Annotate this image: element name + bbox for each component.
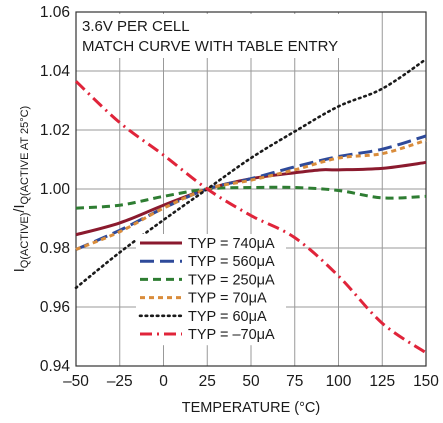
y-tick-label: 0.96 <box>40 299 70 316</box>
y-axis-title-separator: /I <box>12 205 28 213</box>
x-axis-title: TEMPERATURE (°C) <box>182 400 320 416</box>
y-axis-tick-labels: 0.94 0.96 0.98 1.00 1.02 1.04 1.06 <box>40 4 71 375</box>
legend-label-6: TYP = –70μA <box>188 327 275 343</box>
plot-area-frame <box>75 11 427 367</box>
x-tick-label: 100 <box>326 373 352 390</box>
x-tick-label: 75 <box>286 373 303 390</box>
x-tick-label: –50 <box>63 373 89 390</box>
y-tick-label: 0.98 <box>40 240 70 257</box>
series-line-1 <box>75 160 427 237</box>
y-axis-title: IQ(ACTIVE)/IQ(ACTIVE AT 25°C) <box>12 106 31 272</box>
series-line-3 <box>75 185 427 210</box>
x-tick-label: –25 <box>107 373 133 390</box>
series-line-4 <box>75 138 427 251</box>
y-axis-title-main: I <box>12 268 28 272</box>
annotation-line-2: MATCH CURVE WITH TABLE ENTRY <box>82 38 338 55</box>
y-tick-label: 1.02 <box>40 122 70 139</box>
annotation-background <box>78 14 358 58</box>
legend: TYP = 740μA TYP = 560μA TYP = 250μA TYP = 7… <box>138 236 275 343</box>
x-tick-label: 150 <box>413 373 439 390</box>
legend-background <box>136 234 286 346</box>
legend-label-5: TYP = 60μA <box>188 309 267 325</box>
y-axis-title-subscript-2: Q(ACTIVE AT 25°C) <box>19 106 31 205</box>
legend-label-1: TYP = 740μA <box>188 236 275 252</box>
series-line-6 <box>74 80 427 354</box>
x-tick-label: 25 <box>199 373 216 390</box>
x-axis-tick-labels: –50 –25 0 25 50 75 100 125 150 <box>63 373 439 390</box>
x-tick-label: 125 <box>369 373 395 390</box>
x-tick-label: 0 <box>159 373 168 390</box>
series-line-5 <box>74 57 428 290</box>
y-tick-label: 1.00 <box>40 181 71 198</box>
legend-label-3: TYP = 250μA <box>188 272 275 288</box>
y-tick-label: 1.04 <box>40 63 71 80</box>
x-tick-label: 50 <box>242 373 260 390</box>
legend-label-2: TYP = 560μA <box>188 254 275 270</box>
legend-label-4: TYP = 70μA <box>188 291 267 307</box>
y-tick-label: 1.06 <box>40 4 70 21</box>
y-tick-label: 0.94 <box>40 358 71 375</box>
annotation-line-1: 3.6V PER CELL <box>82 18 190 35</box>
y-axis-title-subscript-1: Q(ACTIVE) <box>19 213 31 269</box>
series-lines <box>74 57 428 354</box>
